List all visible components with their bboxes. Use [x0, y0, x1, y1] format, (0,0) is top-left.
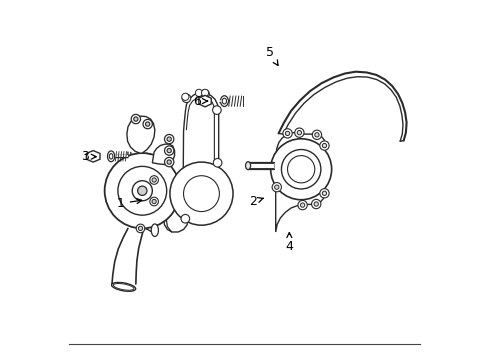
Polygon shape [199, 95, 211, 107]
Text: 2: 2 [249, 195, 263, 208]
Circle shape [118, 166, 166, 215]
Circle shape [274, 185, 278, 189]
Circle shape [297, 201, 306, 210]
Circle shape [104, 153, 180, 228]
Circle shape [282, 129, 292, 138]
Circle shape [319, 141, 328, 150]
Circle shape [152, 178, 156, 182]
Circle shape [138, 226, 142, 230]
Circle shape [142, 120, 152, 129]
Circle shape [313, 202, 318, 206]
Circle shape [164, 146, 174, 155]
Polygon shape [163, 93, 218, 232]
Ellipse shape [220, 96, 228, 107]
Polygon shape [126, 116, 155, 153]
Circle shape [131, 114, 140, 124]
Circle shape [212, 106, 221, 114]
Circle shape [297, 131, 301, 135]
Circle shape [271, 183, 281, 192]
Circle shape [314, 133, 319, 137]
Circle shape [167, 160, 171, 164]
Circle shape [182, 94, 190, 103]
Circle shape [181, 215, 189, 223]
Ellipse shape [245, 162, 250, 170]
Circle shape [137, 186, 147, 195]
Text: 1: 1 [117, 197, 142, 210]
Circle shape [182, 93, 188, 100]
Circle shape [136, 224, 144, 233]
Ellipse shape [222, 98, 226, 104]
Circle shape [167, 137, 171, 141]
Polygon shape [152, 144, 174, 165]
Circle shape [149, 176, 158, 184]
Circle shape [164, 134, 174, 144]
Circle shape [167, 148, 171, 153]
Text: 6: 6 [193, 95, 207, 108]
Polygon shape [86, 150, 100, 162]
Circle shape [201, 89, 208, 96]
Circle shape [311, 199, 320, 209]
Circle shape [133, 117, 138, 121]
Circle shape [281, 149, 320, 189]
Circle shape [149, 197, 158, 206]
Text: 5: 5 [265, 46, 278, 66]
Circle shape [285, 131, 289, 135]
Circle shape [195, 89, 202, 96]
Circle shape [164, 157, 174, 167]
Circle shape [201, 90, 209, 98]
Circle shape [322, 191, 326, 195]
Circle shape [132, 181, 152, 201]
Circle shape [294, 128, 304, 137]
Circle shape [152, 199, 156, 204]
Ellipse shape [111, 283, 135, 291]
Circle shape [312, 130, 321, 139]
Ellipse shape [113, 284, 134, 290]
Circle shape [270, 139, 331, 200]
Circle shape [300, 203, 304, 207]
Circle shape [322, 143, 326, 148]
Circle shape [213, 158, 222, 167]
Circle shape [169, 162, 233, 225]
Circle shape [319, 189, 328, 198]
Circle shape [287, 156, 314, 183]
Circle shape [183, 176, 219, 212]
Ellipse shape [109, 154, 113, 159]
Polygon shape [275, 133, 324, 232]
Circle shape [145, 122, 149, 126]
Ellipse shape [107, 151, 115, 162]
Text: 4: 4 [285, 233, 293, 253]
Text: 3: 3 [81, 150, 96, 163]
Ellipse shape [151, 224, 158, 237]
